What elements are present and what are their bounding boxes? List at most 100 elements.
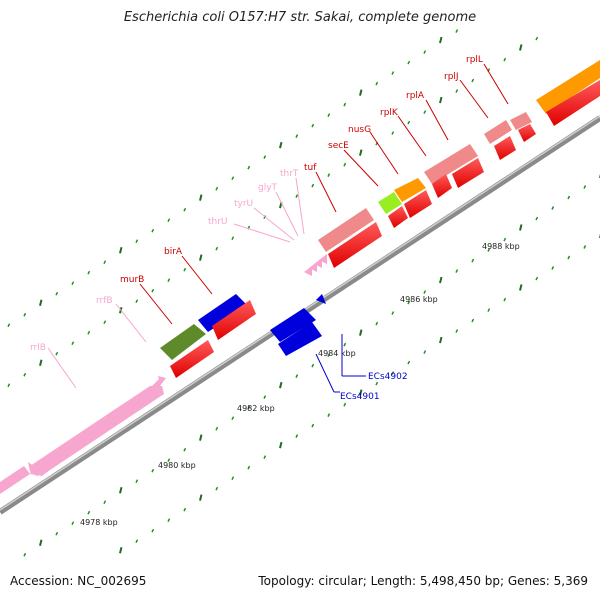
scale-tick [279,381,283,389]
scale-label-4982: 4982 kbp [237,404,275,413]
scale-tick [295,374,299,378]
scale-tick [119,486,123,494]
scale-tick [55,291,59,296]
scale-tick [167,278,171,283]
label-rrlB: rrlB [30,343,46,353]
scale-tick [183,447,187,452]
gene-ECs4902[interactable] [270,308,316,342]
scale-tick [71,521,75,526]
scale-tick [471,258,475,263]
scale-tick [503,237,507,242]
cds-red-10[interactable] [546,80,600,126]
scale-tick [87,270,91,275]
scale-tick [199,254,203,261]
scale-tick [71,281,75,286]
scale-tick [519,44,523,51]
scale-tick [423,290,427,294]
scale-tick [231,416,235,420]
gene-rrfB-2[interactable] [158,376,166,384]
scale-tick [71,341,75,346]
scale-tick [375,81,379,86]
scale-tick [551,206,555,210]
gene-rrlB-body[interactable] [30,386,164,476]
scale-tick [583,245,587,249]
gene-rrlB-tail[interactable] [0,466,30,494]
red-cds-lane [170,80,600,378]
cds-red-5[interactable] [404,190,432,218]
scale-tick [39,299,43,306]
scale-tick [583,185,587,189]
scale-tick [247,405,251,410]
scale-tick [135,479,139,484]
scale-tick [231,236,235,240]
scale-tick [135,539,139,544]
scale-tick [567,255,571,260]
cds-red-4[interactable] [388,206,408,228]
cds-red-3[interactable] [328,222,382,268]
gene-tuf[interactable] [318,208,374,252]
scale-tick [359,89,363,96]
gene-rplK[interactable] [424,144,478,184]
gene-orange-small[interactable] [582,66,600,76]
cds-red-9[interactable] [518,124,536,142]
scale-tick [263,155,267,159]
label-secE: secE [328,141,349,151]
scale-tick [295,194,299,198]
scale-tick [231,176,235,180]
scale-tick [375,381,379,386]
scale-tick [535,36,539,41]
scale-tick [183,267,187,272]
scale-tick [407,360,411,365]
scale-tick [423,50,427,54]
gene-thrT[interactable] [319,254,327,264]
scale-label-4978: 4978 kbp [80,518,118,527]
gene-rplL[interactable] [510,112,532,130]
scale-tick [263,455,267,459]
cds-red-2[interactable] [212,300,256,340]
scale-tick [55,531,59,536]
scale-tick [439,96,443,104]
gene-rplJ[interactable] [484,120,512,144]
scale-tick [407,300,411,305]
scale-tick [327,353,331,357]
scale-tick [23,552,27,557]
scale-tick [391,311,395,315]
scale-tick [167,218,171,223]
gene-rrfB[interactable] [28,462,34,472]
cds-red-6[interactable] [432,174,452,198]
scale-label-4986: 4986 kbp [400,295,438,304]
scale-tick [471,78,475,83]
scale-tick [279,141,283,149]
scale-tick [359,149,363,156]
gene-nusG[interactable] [394,178,426,202]
scale-tick [215,246,219,251]
gene-secE[interactable] [378,192,402,214]
scale-tick [39,539,43,546]
cds-red-8[interactable] [494,136,516,160]
scale-tick [455,29,459,33]
scale-tick [103,320,107,325]
scale-tick [247,165,251,170]
label-nusG: nusG [348,125,371,135]
cds-red-7[interactable] [452,158,484,188]
gene-birA[interactable] [198,294,248,332]
gene-blue-small[interactable] [316,294,326,304]
label-rplK: rplK [380,108,399,118]
scale-tick [551,266,555,270]
scale-tick [327,113,331,117]
genome-title: Escherichia coli O157:H7 str. Sakai, com… [123,10,477,25]
gene-ECs4901[interactable] [278,322,322,356]
scale-tick [423,350,427,354]
scale-tick [359,329,363,336]
scale-tick [23,372,27,377]
gene-murB[interactable] [160,324,206,360]
scale-tick [327,173,331,177]
scale-tick [279,441,283,449]
scale-tick [183,207,187,212]
forward-strand-features [0,60,600,494]
scale-tick [535,276,539,281]
scale-tick [407,120,411,125]
cds-red-1[interactable] [170,340,214,378]
gene-orange-right[interactable] [536,60,600,114]
